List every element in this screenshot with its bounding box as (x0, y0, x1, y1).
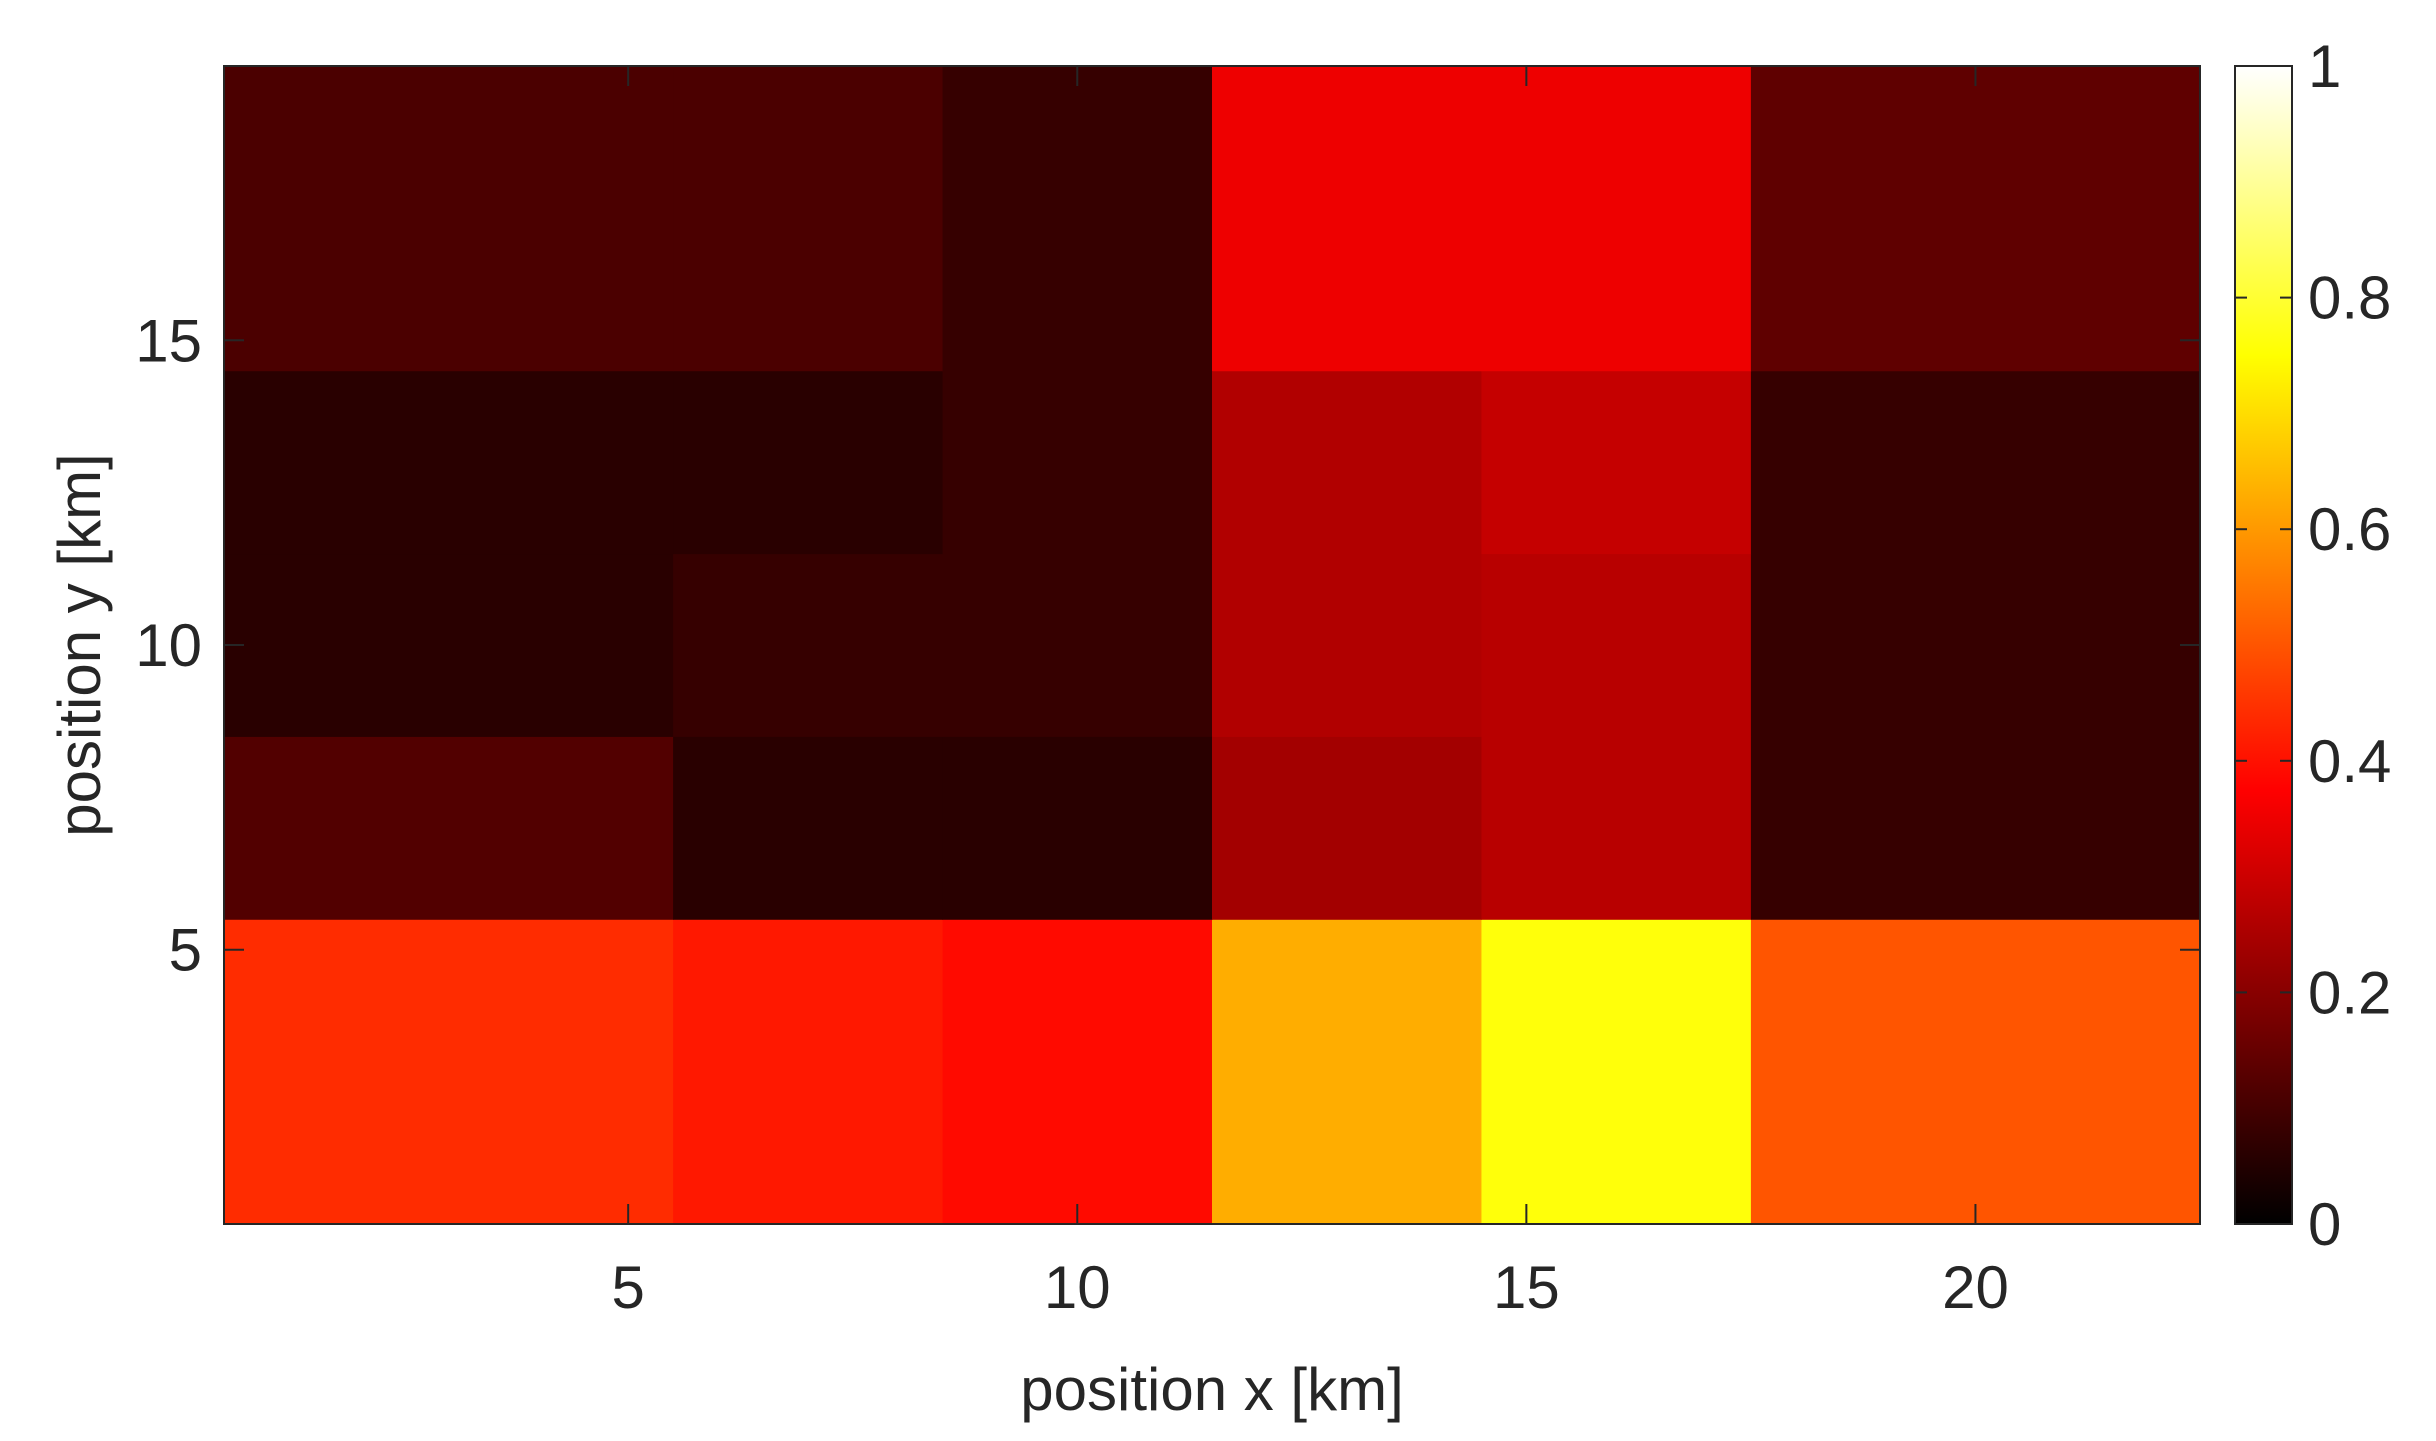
y-tick-label: 15 (135, 307, 202, 374)
heatmap-cell (224, 736, 674, 920)
x-axis-label: position x [km] (1020, 1356, 1403, 1423)
x-tick-label: 20 (1942, 1254, 2009, 1321)
heatmap-cell (1481, 66, 1752, 372)
heatmap-cell (1212, 553, 1482, 737)
heatmap-cell (942, 370, 1213, 555)
x-axis: 5 10 15 20 (611, 66, 2009, 1321)
heatmap-cell (1481, 370, 1752, 555)
y-axis-label: position y [km] (46, 453, 113, 836)
heatmap-cell (673, 66, 944, 372)
x-tick-label: 10 (1044, 1254, 1111, 1321)
heatmap-cell (1212, 370, 1482, 555)
heatmap-cell (1481, 553, 1752, 737)
colorbar-tick-label: 0 (2308, 1191, 2341, 1258)
heatmap-cell (942, 736, 1213, 920)
heatmap-cell (673, 919, 944, 1225)
heatmap-cell (1750, 66, 2201, 372)
colorbar-tick-label: 0.6 (2308, 496, 2391, 563)
heatmap-cell (1750, 736, 2201, 920)
heatmap-cell (673, 736, 944, 920)
heatmap-cell (1212, 919, 1482, 1225)
heatmap-cell (224, 919, 674, 1225)
heatmap-cell (1481, 919, 1752, 1225)
colorbar-axis: 0 0.2 0.4 0.6 0.8 1 (2235, 33, 2391, 1258)
heatmap-cell (1481, 736, 1752, 920)
colorbar-tick-label: 0.2 (2308, 959, 2391, 1026)
heatmap-cells (224, 66, 2201, 1225)
heatmap-cell (942, 553, 1213, 737)
y-tick-label: 5 (169, 917, 202, 984)
heatmap-cell (1750, 370, 2201, 555)
heatmap-cell (224, 66, 674, 372)
heatmap-cell (1212, 66, 1482, 372)
x-tick-label: 15 (1493, 1254, 1560, 1321)
colorbar-tick-label: 0.8 (2308, 265, 2391, 332)
colorbar (2234, 65, 2293, 1225)
x-tick-label: 5 (611, 1254, 644, 1321)
heatmap-cell (1750, 919, 2201, 1225)
heatmap-cell (673, 370, 944, 555)
heatmap-cell (224, 553, 674, 737)
heatmap-cell (942, 919, 1213, 1225)
heatmap-cell (224, 370, 674, 555)
y-tick-label: 10 (135, 612, 202, 679)
heatmap-cell (1750, 553, 2201, 737)
y-axis: 5 10 15 (135, 307, 2200, 984)
heatmap-cell (673, 553, 944, 737)
colorbar-tick-label: 1 (2308, 33, 2341, 100)
heatmap-cell (942, 66, 1213, 372)
heatmap-cell (1212, 736, 1482, 920)
colorbar-tick-label: 0.4 (2308, 728, 2391, 795)
